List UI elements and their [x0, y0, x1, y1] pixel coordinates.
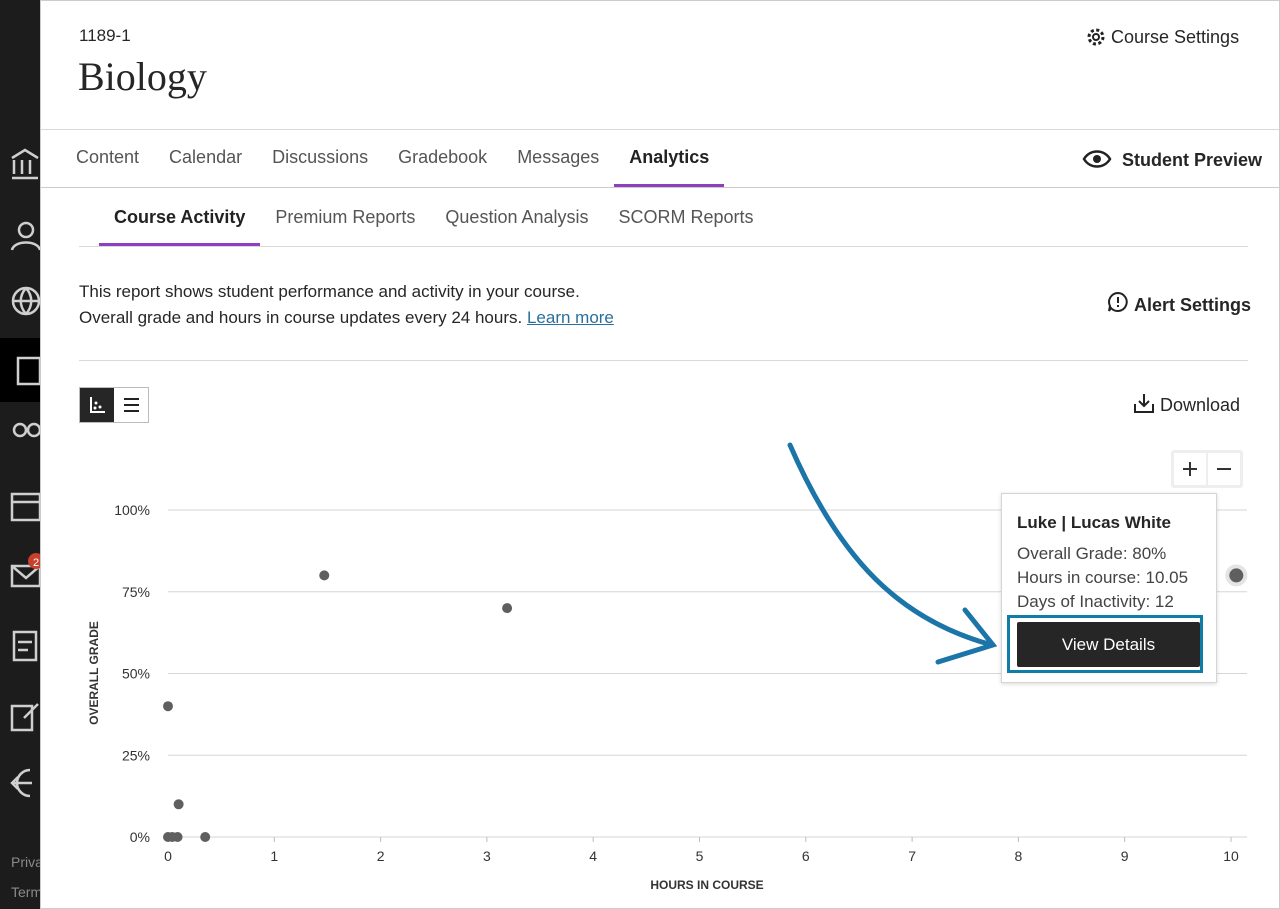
- gear-icon: [1087, 28, 1105, 46]
- y-tick-label: 25%: [122, 747, 150, 763]
- x-tick-label: 2: [377, 848, 385, 864]
- point: [200, 832, 211, 842]
- tooltip: Luke | Lucas White Overall Grade: 80% Ho…: [1001, 493, 1217, 683]
- course-id: 1189-1: [79, 26, 131, 45]
- groups-icon[interactable]: [12, 422, 28, 438]
- tab[interactable]: Discussions: [272, 146, 369, 167]
- download-icon: [1134, 394, 1154, 413]
- x-tick-label: 3: [483, 848, 491, 864]
- learn-more-link[interactable]: Learn more: [526, 308, 614, 327]
- sub-tabs: Course Activity Premium Reports Question A…: [99, 191, 769, 247]
- point: [163, 701, 173, 712]
- tab[interactable]: Messages: [517, 146, 600, 167]
- x-tick-label: 5: [696, 848, 704, 864]
- x-tick-label: 10: [1223, 848, 1239, 864]
- tab[interactable]: SCORM Reports: [618, 206, 754, 227]
- y-axis-title: OVERALL GRADE: [87, 621, 101, 725]
- courses-active-icon[interactable]: [16, 356, 40, 386]
- divider: [79, 246, 1248, 247]
- view-details-button[interactable]: View Details: [1017, 622, 1200, 667]
- y-tick-label: 0%: [130, 829, 150, 845]
- tab[interactable]: Calendar: [169, 146, 243, 167]
- sidebar: 2 Priva Term: [0, 0, 40, 909]
- student-preview[interactable]: Student Preview: [1122, 150, 1263, 170]
- nav-tabs: Content Calendar Discussions Gradebook Messa…: [61, 130, 725, 188]
- footer-link[interactable]: Priva: [11, 854, 40, 870]
- tab[interactable]: Question Analysis: [445, 206, 589, 227]
- chart-view-button[interactable]: [80, 388, 114, 422]
- y-tick-label: 75%: [122, 584, 150, 600]
- badge-count: 2: [33, 557, 39, 569]
- x-tick-label: 0: [164, 848, 172, 864]
- point: [319, 570, 330, 581]
- y-tick-label: 50%: [122, 666, 150, 682]
- course-settings[interactable]: Course Settings: [1111, 27, 1240, 47]
- tooltip-line: Days of Inactivity: 12: [1017, 592, 1174, 611]
- messages-icon[interactable]: [10, 564, 40, 588]
- sign-out-icon[interactable]: [10, 768, 32, 798]
- point: [502, 603, 513, 614]
- tools-icon[interactable]: [10, 703, 39, 732]
- zoom-controls: [1171, 450, 1243, 488]
- description: This report shows student performance an…: [79, 282, 580, 301]
- sidebar-icons: 2: [0, 148, 40, 798]
- course-title: Biology: [78, 54, 207, 99]
- institution-icon[interactable]: [11, 148, 39, 180]
- point: [1229, 568, 1244, 583]
- tooltip-title: Luke | Lucas White: [1017, 513, 1172, 532]
- badge: [28, 553, 40, 569]
- zoom-in[interactable]: [1174, 453, 1206, 485]
- x-tick-label: 4: [589, 848, 597, 864]
- profile-icon[interactable]: [17, 221, 35, 239]
- alert-icon: [1108, 291, 1128, 312]
- tab[interactable]: Course Activity: [99, 191, 261, 247]
- point: [173, 799, 184, 810]
- x-tick-label: 1: [270, 848, 278, 864]
- footer-link[interactable]: Term: [11, 884, 40, 900]
- tooltip-line: Hours in course: 10.05: [1017, 568, 1189, 587]
- highlight-box: [1007, 615, 1203, 673]
- grades-icon[interactable]: [12, 630, 38, 662]
- description: Overall grade and hours in course update…: [79, 308, 523, 327]
- tab[interactable]: Analytics: [614, 130, 725, 188]
- y-tick-label: 100%: [114, 502, 150, 518]
- tab[interactable]: Content: [76, 146, 140, 167]
- zoom-out[interactable]: [1208, 453, 1240, 485]
- alert-settings[interactable]: Alert Settings: [1134, 295, 1252, 315]
- divider: [79, 360, 1248, 361]
- divider: [41, 129, 1279, 130]
- download[interactable]: Download: [1160, 395, 1241, 415]
- tab[interactable]: Gradebook: [398, 146, 488, 167]
- divider: [41, 187, 1279, 188]
- x-tick-label: 7: [908, 848, 916, 864]
- x-tick-label: 6: [802, 848, 810, 864]
- tooltip-line: Overall Grade: 80%: [1017, 544, 1167, 563]
- calendar-icon[interactable]: [10, 492, 40, 522]
- x-tick-label: 9: [1121, 848, 1129, 864]
- active-item: [0, 338, 40, 402]
- description-line: Overall grade and hours in course update…: [79, 308, 614, 328]
- tab[interactable]: Premium Reports: [275, 206, 416, 227]
- view-toggle: [79, 387, 149, 423]
- list-view-button[interactable]: [114, 388, 148, 422]
- point: [172, 832, 183, 842]
- x-tick-label: 8: [1015, 848, 1023, 864]
- preview-icon: [1082, 150, 1112, 168]
- x-axis-title: HOURS IN COURSE: [650, 878, 763, 892]
